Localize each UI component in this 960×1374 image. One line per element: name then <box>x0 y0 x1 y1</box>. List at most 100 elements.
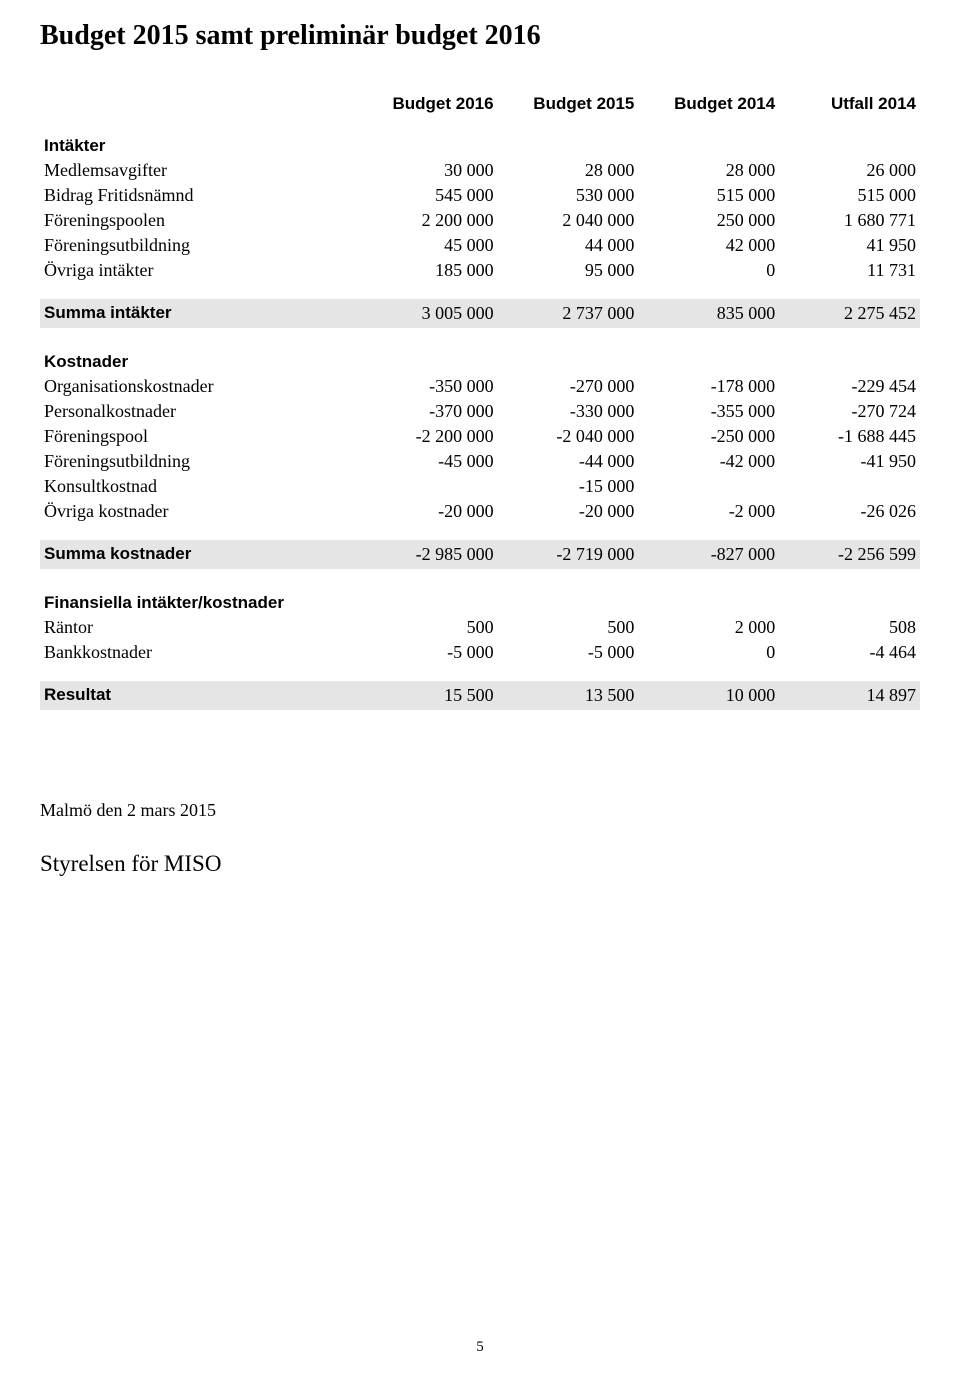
row-label: Medlemsavgifter <box>40 158 357 183</box>
cell: 13 500 <box>498 681 639 710</box>
cell: -44 000 <box>498 449 639 474</box>
cell: 185 000 <box>357 258 498 283</box>
sum-label: Summa kostnader <box>40 540 357 569</box>
row-label: Organisationskostnader <box>40 374 357 399</box>
cell: 26 000 <box>779 158 920 183</box>
cell: 515 000 <box>638 183 779 208</box>
cell: 2 040 000 <box>498 208 639 233</box>
cell: 500 <box>357 615 498 640</box>
cell: 45 000 <box>357 233 498 258</box>
cell: -250 000 <box>638 424 779 449</box>
cell: -2 256 599 <box>779 540 920 569</box>
sum-label: Summa intäkter <box>40 299 357 328</box>
col-header: Budget 2016 <box>357 92 498 128</box>
cell: -270 724 <box>779 399 920 424</box>
table-row: Medlemsavgifter 30 000 28 000 28 000 26 … <box>40 158 920 183</box>
row-label: Personalkostnader <box>40 399 357 424</box>
resultat-row: Resultat 15 500 13 500 10 000 14 897 <box>40 681 920 710</box>
table-row: Föreningspoolen 2 200 000 2 040 000 250 … <box>40 208 920 233</box>
cell: 28 000 <box>638 158 779 183</box>
cell <box>357 474 498 499</box>
cell: 0 <box>638 640 779 665</box>
table-row: Bidrag Fritidsnämnd 545 000 530 000 515 … <box>40 183 920 208</box>
cell: -5 000 <box>357 640 498 665</box>
cell: -20 000 <box>357 499 498 524</box>
sum-row-intakter: Summa intäkter 3 005 000 2 737 000 835 0… <box>40 299 920 328</box>
cell: 95 000 <box>498 258 639 283</box>
cell: -41 950 <box>779 449 920 474</box>
cell: -2 719 000 <box>498 540 639 569</box>
cell: 11 731 <box>779 258 920 283</box>
cell: -2 040 000 <box>498 424 639 449</box>
cell: -355 000 <box>638 399 779 424</box>
cell: -330 000 <box>498 399 639 424</box>
cell: -42 000 <box>638 449 779 474</box>
cell: -1 688 445 <box>779 424 920 449</box>
col-header: Utfall 2014 <box>779 92 920 128</box>
cell: 28 000 <box>498 158 639 183</box>
footer-sign: Styrelsen för MISO <box>40 851 920 877</box>
cell: -350 000 <box>357 374 498 399</box>
cell: 500 <box>498 615 639 640</box>
row-label: Föreningspool <box>40 424 357 449</box>
cell: 1 680 771 <box>779 208 920 233</box>
row-label: Föreningspoolen <box>40 208 357 233</box>
row-label: Bidrag Fritidsnämnd <box>40 183 357 208</box>
col-header: Budget 2014 <box>638 92 779 128</box>
cell <box>779 474 920 499</box>
cell: -270 000 <box>498 374 639 399</box>
table-row: Organisationskostnader -350 000 -270 000… <box>40 374 920 399</box>
section-header-intakter: Intäkter <box>40 128 920 158</box>
cell: 545 000 <box>357 183 498 208</box>
cell: -827 000 <box>638 540 779 569</box>
table-row: Föreningsutbildning 45 000 44 000 42 000… <box>40 233 920 258</box>
budget-table: Budget 2016 Budget 2015 Budget 2014 Utfa… <box>40 92 920 710</box>
table-row: Föreningsutbildning -45 000 -44 000 -42 … <box>40 449 920 474</box>
cell: -4 464 <box>779 640 920 665</box>
cell: -5 000 <box>498 640 639 665</box>
cell: 3 005 000 <box>357 299 498 328</box>
cell: 14 897 <box>779 681 920 710</box>
table-row: Räntor 500 500 2 000 508 <box>40 615 920 640</box>
section-header-finansiella: Finansiella intäkter/kostnader <box>40 585 920 615</box>
row-label: Föreningsutbildning <box>40 449 357 474</box>
cell: 44 000 <box>498 233 639 258</box>
table-row: Konsultkostnad -15 000 <box>40 474 920 499</box>
cell: 2 737 000 <box>498 299 639 328</box>
table-row: Övriga kostnader -20 000 -20 000 -2 000 … <box>40 499 920 524</box>
cell: 508 <box>779 615 920 640</box>
row-label: Räntor <box>40 615 357 640</box>
row-label: Konsultkostnad <box>40 474 357 499</box>
cell: -45 000 <box>357 449 498 474</box>
cell: -370 000 <box>357 399 498 424</box>
sum-row-kostnader: Summa kostnader -2 985 000 -2 719 000 -8… <box>40 540 920 569</box>
cell: 42 000 <box>638 233 779 258</box>
resultat-label: Resultat <box>40 681 357 710</box>
cell: 15 500 <box>357 681 498 710</box>
cell: -2 000 <box>638 499 779 524</box>
cell: 0 <box>638 258 779 283</box>
cell: -20 000 <box>498 499 639 524</box>
page-title: Budget 2015 samt preliminär budget 2016 <box>40 20 920 52</box>
cell: 835 000 <box>638 299 779 328</box>
cell: 30 000 <box>357 158 498 183</box>
row-label: Övriga intäkter <box>40 258 357 283</box>
footer-date: Malmö den 2 mars 2015 <box>40 800 920 821</box>
cell: -229 454 <box>779 374 920 399</box>
cell: -2 200 000 <box>357 424 498 449</box>
table-row: Bankkostnader -5 000 -5 000 0 -4 464 <box>40 640 920 665</box>
cell: 530 000 <box>498 183 639 208</box>
section-header-kostnader: Kostnader <box>40 344 920 374</box>
cell: -2 985 000 <box>357 540 498 569</box>
cell: 2 000 <box>638 615 779 640</box>
cell: 41 950 <box>779 233 920 258</box>
row-label: Bankkostnader <box>40 640 357 665</box>
cell <box>638 474 779 499</box>
table-row: Personalkostnader -370 000 -330 000 -355… <box>40 399 920 424</box>
table-row: Övriga intäkter 185 000 95 000 0 11 731 <box>40 258 920 283</box>
cell: -26 026 <box>779 499 920 524</box>
cell: 10 000 <box>638 681 779 710</box>
cell: 2 275 452 <box>779 299 920 328</box>
page-number: 5 <box>476 1339 484 1356</box>
row-label: Föreningsutbildning <box>40 233 357 258</box>
